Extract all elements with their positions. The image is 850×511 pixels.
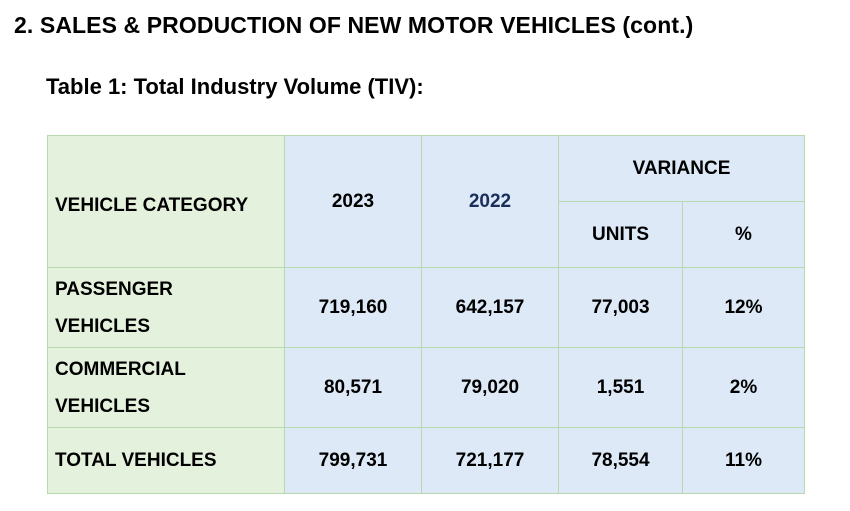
header-percent: % [682,201,805,268]
header-vehicle-category: VEHICLE CATEGORY [47,135,285,268]
header-row: VEHICLE CATEGORY 2023 2022 VARIANCE [47,135,805,268]
subheader-row: UNITS % [48,201,805,268]
cell-2023: 719,160 [284,267,422,348]
category-line: VEHICLES [55,315,151,337]
cell-2022: 79,020 [421,347,559,428]
cell-percent: 11% [682,427,805,494]
row-category-passenger: PASSENGER VEHICLES [47,267,285,348]
header-2023: 2023 [284,135,422,268]
category-line: PASSENGER [55,278,173,300]
cell-2023: 80,571 [284,347,422,428]
table-row: COMMERCIAL VEHICLES 80,571 79,020 1,551 … [47,347,805,428]
row-category-commercial: COMMERCIAL VEHICLES [47,347,285,428]
cell-percent: 12% [682,267,805,348]
table-row-total: TOTAL VEHICLES 799,731 721,177 78,554 11… [47,427,805,494]
cell-2023: 799,731 [284,427,422,494]
section-heading: 2. SALES & PRODUCTION OF NEW MOTOR VEHIC… [14,12,694,38]
header-2022: 2022 [421,135,559,268]
cell-units: 78,554 [558,427,683,494]
cell-units: 1,551 [558,347,683,428]
table-caption: Table 1: Total Industry Volume (TIV): [46,74,424,99]
cell-units: 77,003 [558,267,683,348]
category-line: COMMERCIAL [55,358,186,380]
cell-percent: 2% [682,347,805,428]
row-category-total: TOTAL VEHICLES [47,427,285,494]
header-variance: VARIANCE [558,135,805,202]
header-units: UNITS [558,201,683,268]
table-row: PASSENGER VEHICLES 719,160 642,157 77,00… [47,267,805,348]
category-line: VEHICLES [55,395,151,417]
cell-2022: 721,177 [421,427,559,494]
cell-2022: 642,157 [421,267,559,348]
tiv-table: VEHICLE CATEGORY 2023 2022 VARIANCE UNIT… [47,135,805,494]
